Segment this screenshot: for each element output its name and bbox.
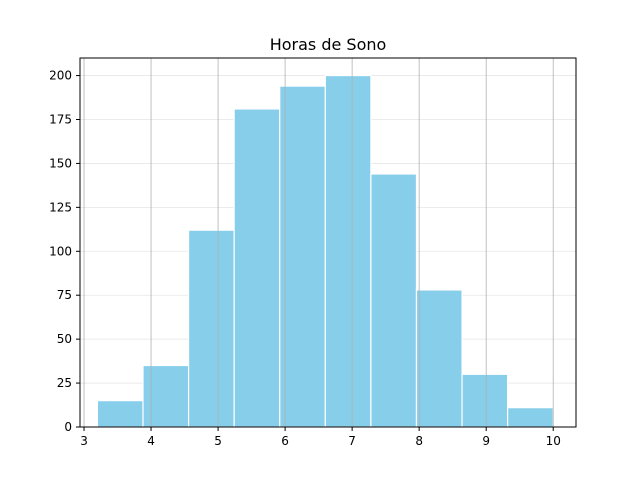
x-tick-label: 4 (147, 434, 155, 448)
x-tick-label: 10 (546, 434, 561, 448)
x-tick-label: 3 (80, 434, 88, 448)
histogram-bar (370, 173, 418, 428)
histogram-bar (187, 229, 235, 428)
x-tick-label: 6 (281, 434, 289, 448)
histogram-bar (279, 85, 326, 428)
y-tick-label: 125 (49, 200, 72, 214)
y-tick-label: 175 (49, 113, 72, 127)
plot-frame (79, 57, 577, 428)
y-tick-label: 75 (57, 288, 72, 302)
histogram-bar (507, 407, 554, 428)
y-tick-label: 25 (57, 376, 72, 390)
y-tick-label: 150 (49, 156, 72, 170)
x-tick-label: 8 (415, 434, 423, 448)
y-tick-label: 200 (49, 69, 72, 83)
x-tick-label: 9 (482, 434, 490, 448)
y-tick-label: 100 (49, 244, 72, 258)
y-tick-label: 50 (57, 332, 72, 346)
histogram-bar (233, 108, 281, 428)
x-tick-label: 5 (214, 434, 222, 448)
histogram-bar (324, 74, 372, 428)
histogram-bar (415, 289, 463, 428)
y-tick-label: 0 (64, 420, 72, 434)
x-tick-label: 7 (348, 434, 356, 448)
histogram-bar (96, 400, 144, 428)
bars-layer (96, 74, 554, 428)
chart-title: Horas de Sono (270, 35, 387, 54)
histogram-bar (142, 364, 190, 428)
histogram-bar (461, 373, 509, 428)
